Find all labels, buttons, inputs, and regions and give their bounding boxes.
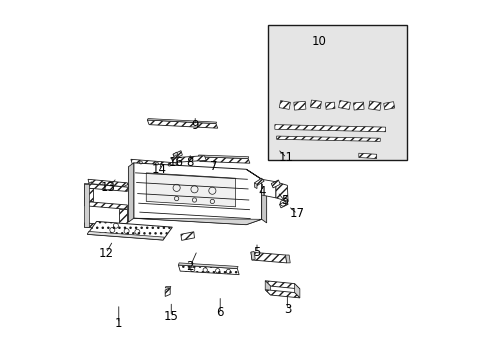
Polygon shape — [88, 182, 91, 188]
Text: 14: 14 — [152, 163, 166, 176]
Polygon shape — [171, 156, 206, 162]
Polygon shape — [264, 281, 299, 289]
Polygon shape — [368, 101, 380, 111]
Polygon shape — [88, 179, 128, 187]
Text: 13: 13 — [101, 181, 115, 194]
Text: 5: 5 — [280, 194, 287, 207]
Text: 16: 16 — [168, 156, 183, 169]
Polygon shape — [165, 288, 170, 296]
Polygon shape — [264, 290, 299, 298]
Polygon shape — [128, 163, 134, 222]
Polygon shape — [325, 102, 334, 109]
Text: 5: 5 — [253, 246, 260, 258]
Polygon shape — [261, 179, 266, 223]
Polygon shape — [264, 281, 270, 295]
Polygon shape — [147, 120, 217, 128]
Polygon shape — [84, 223, 127, 231]
Text: 8: 8 — [186, 156, 194, 169]
Polygon shape — [338, 100, 350, 109]
Polygon shape — [246, 169, 275, 198]
Text: 3: 3 — [283, 303, 290, 316]
Text: 4: 4 — [258, 185, 265, 198]
Polygon shape — [285, 255, 290, 263]
Text: 1: 1 — [115, 317, 122, 330]
Polygon shape — [131, 159, 177, 168]
Polygon shape — [165, 287, 171, 288]
Polygon shape — [198, 157, 249, 163]
Polygon shape — [353, 102, 364, 110]
Polygon shape — [173, 151, 182, 158]
Polygon shape — [87, 221, 172, 240]
Polygon shape — [119, 209, 127, 223]
Polygon shape — [84, 184, 127, 192]
Text: 17: 17 — [289, 207, 304, 220]
Polygon shape — [250, 252, 286, 263]
Polygon shape — [173, 152, 178, 157]
Polygon shape — [84, 202, 127, 209]
Polygon shape — [279, 100, 290, 109]
Polygon shape — [310, 100, 321, 108]
Text: 11: 11 — [279, 151, 294, 165]
Polygon shape — [146, 173, 235, 207]
Polygon shape — [178, 265, 239, 275]
Text: 15: 15 — [163, 310, 178, 323]
Polygon shape — [279, 201, 287, 208]
Polygon shape — [276, 136, 380, 141]
Polygon shape — [254, 183, 257, 189]
Polygon shape — [87, 231, 164, 240]
Polygon shape — [134, 163, 261, 225]
Polygon shape — [274, 125, 385, 132]
Polygon shape — [275, 182, 287, 202]
Polygon shape — [181, 232, 194, 240]
Polygon shape — [84, 188, 93, 202]
Polygon shape — [271, 180, 280, 188]
Text: 12: 12 — [98, 247, 113, 260]
Polygon shape — [198, 155, 248, 158]
Polygon shape — [294, 284, 299, 298]
Polygon shape — [147, 118, 216, 123]
Text: 6: 6 — [216, 306, 224, 319]
Polygon shape — [250, 251, 255, 260]
Polygon shape — [178, 263, 238, 269]
Text: 10: 10 — [311, 35, 326, 48]
Polygon shape — [84, 184, 89, 227]
Polygon shape — [358, 153, 376, 158]
Text: 9: 9 — [191, 119, 199, 132]
Polygon shape — [383, 102, 394, 110]
Bar — [267, 24, 406, 160]
Polygon shape — [134, 218, 261, 225]
Polygon shape — [293, 101, 305, 110]
Polygon shape — [124, 184, 128, 190]
Text: 2: 2 — [186, 260, 194, 273]
Polygon shape — [254, 178, 264, 186]
Text: 7: 7 — [210, 160, 218, 173]
